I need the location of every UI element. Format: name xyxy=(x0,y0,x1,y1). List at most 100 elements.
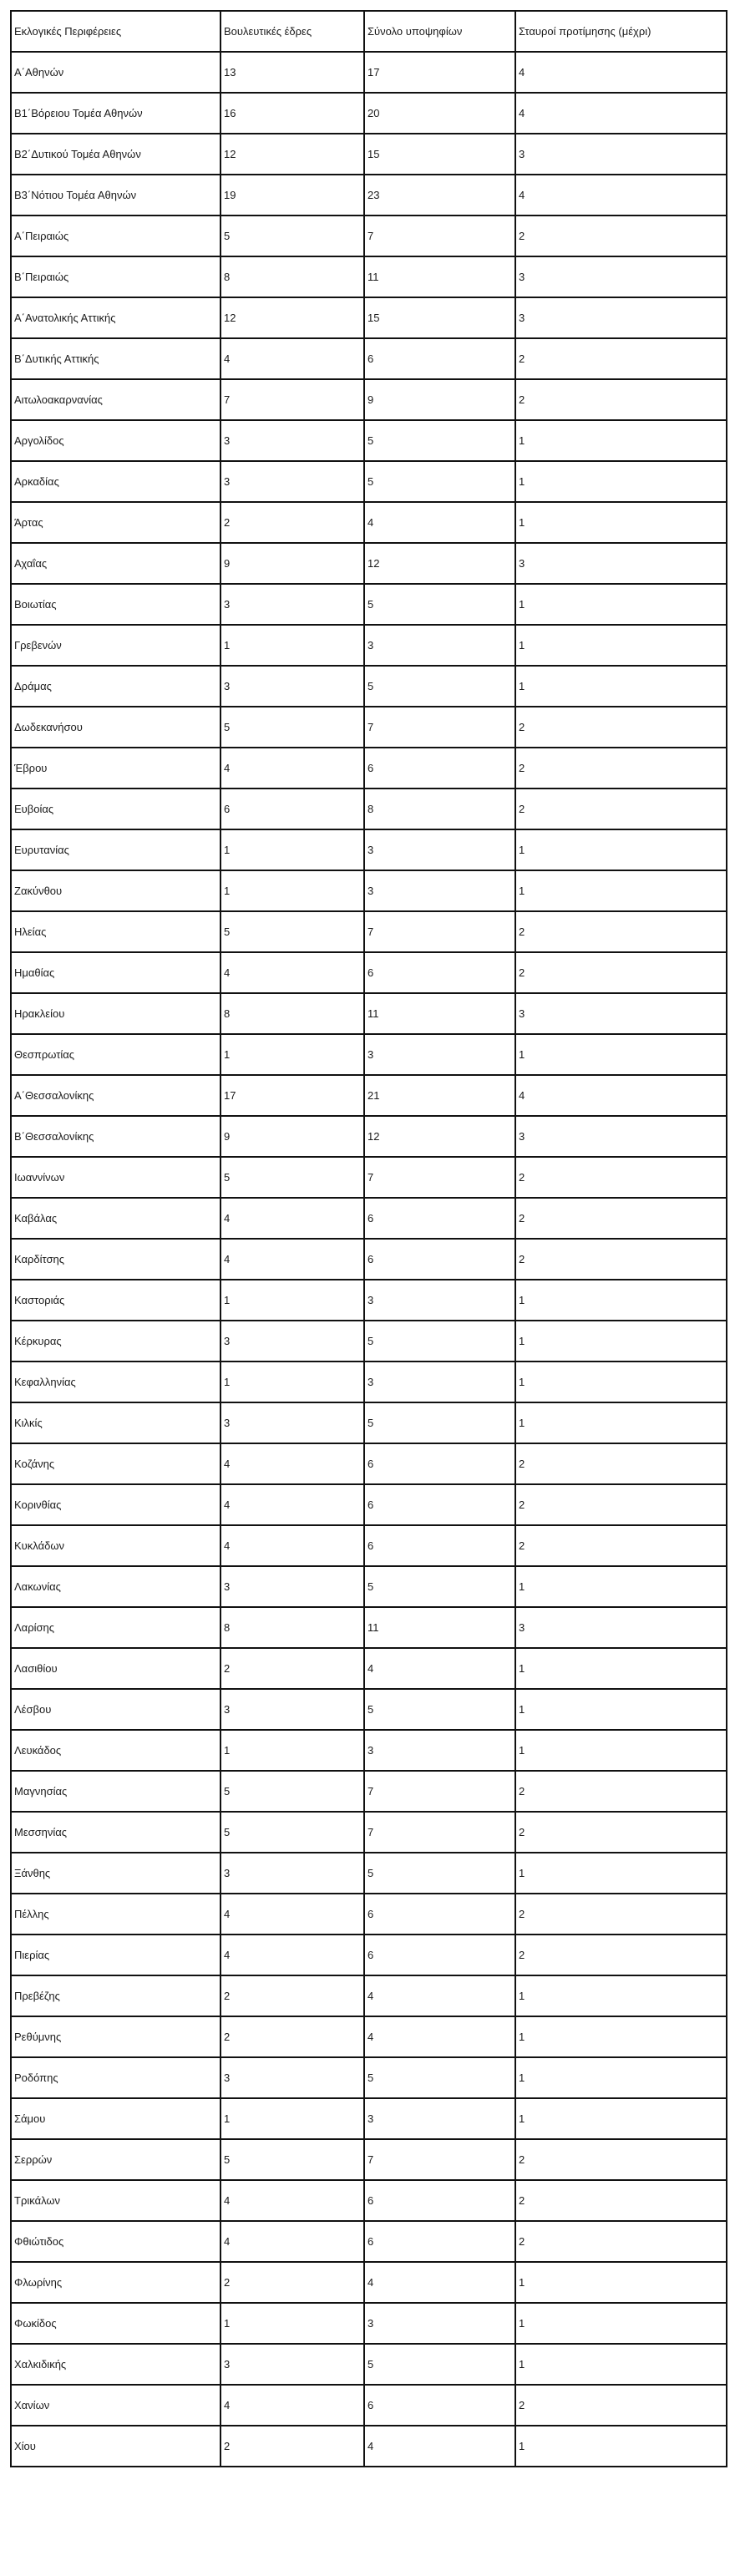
cell-seats: 1 xyxy=(220,2302,365,2345)
table-row: Α΄Ανατολικής Αττικής 12 15 3 xyxy=(10,297,727,339)
cell-preference-votes: 2 xyxy=(514,747,727,789)
cell-district: Μεσσηνίας xyxy=(10,1811,221,1853)
cell-candidates: 3 xyxy=(363,1729,516,1772)
cell-district: Δράμας xyxy=(10,665,221,707)
table-row: Μαγνησίας 5 7 2 xyxy=(10,1770,727,1813)
cell-preference-votes: 1 xyxy=(514,2056,727,2099)
cell-district: Χίου xyxy=(10,2425,221,2467)
cell-district: Ημαθίας xyxy=(10,951,221,994)
cell-preference-votes: 1 xyxy=(514,1033,727,1076)
cell-candidates: 5 xyxy=(363,583,516,626)
cell-district: Θεσπρωτίας xyxy=(10,1033,221,1076)
cell-preference-votes: 2 xyxy=(514,2220,727,2263)
table-row: Θεσπρωτίας 1 3 1 xyxy=(10,1033,727,1076)
cell-candidates: 6 xyxy=(363,337,516,380)
cell-preference-votes: 2 xyxy=(514,1156,727,1199)
cell-preference-votes: 1 xyxy=(514,1361,727,1403)
table-row: Ηρακλείου 8 11 3 xyxy=(10,992,727,1035)
cell-district: Ευβοίας xyxy=(10,788,221,830)
cell-district: Δωδεκανήσου xyxy=(10,706,221,748)
table-row: Καστοριάς 1 3 1 xyxy=(10,1279,727,1321)
cell-preference-votes: 1 xyxy=(514,2261,727,2304)
table-row: Ροδόπης 3 5 1 xyxy=(10,2056,727,2099)
cell-district: Άρτας xyxy=(10,501,221,544)
cell-district: Καστοριάς xyxy=(10,1279,221,1321)
cell-preference-votes: 4 xyxy=(514,1074,727,1117)
cell-preference-votes: 2 xyxy=(514,706,727,748)
table-row: Γρεβενών 1 3 1 xyxy=(10,624,727,667)
cell-seats: 1 xyxy=(220,1033,365,1076)
cell-district: Χανίων xyxy=(10,2384,221,2426)
table-row: Χανίων 4 6 2 xyxy=(10,2384,727,2426)
cell-district: Κεφαλληνίας xyxy=(10,1361,221,1403)
cell-seats: 4 xyxy=(220,1893,365,1935)
cell-candidates: 5 xyxy=(363,419,516,462)
table-row: Κέρκυρας 3 5 1 xyxy=(10,1320,727,1362)
table-row: Β1΄Βόρειου Τομέα Αθηνών 16 20 4 xyxy=(10,92,727,134)
table-row: Έβρου 4 6 2 xyxy=(10,747,727,789)
table-row: Β΄Θεσσαλονίκης 9 12 3 xyxy=(10,1115,727,1158)
table-row: Τρικάλων 4 6 2 xyxy=(10,2179,727,2222)
table-row: Ξάνθης 3 5 1 xyxy=(10,1852,727,1894)
cell-candidates: 4 xyxy=(363,2016,516,2058)
table-row: Φωκίδος 1 3 1 xyxy=(10,2302,727,2345)
cell-preference-votes: 2 xyxy=(514,2384,727,2426)
cell-preference-votes: 1 xyxy=(514,1975,727,2017)
cell-seats: 1 xyxy=(220,1729,365,1772)
cell-seats: 4 xyxy=(220,1934,365,1976)
cell-preference-votes: 1 xyxy=(514,460,727,503)
cell-district: Έβρου xyxy=(10,747,221,789)
cell-seats: 3 xyxy=(220,583,365,626)
cell-district: Ηρακλείου xyxy=(10,992,221,1035)
cell-seats: 3 xyxy=(220,665,365,707)
cell-district: Β΄Δυτικής Αττικής xyxy=(10,337,221,380)
table-row: Λέσβου 3 5 1 xyxy=(10,1688,727,1731)
cell-district: Ρεθύμνης xyxy=(10,2016,221,2058)
cell-candidates: 5 xyxy=(363,1688,516,1731)
cell-district: Β΄Θεσσαλονίκης xyxy=(10,1115,221,1158)
cell-candidates: 5 xyxy=(363,1402,516,1444)
cell-district: Λέσβου xyxy=(10,1688,221,1731)
cell-candidates: 3 xyxy=(363,1279,516,1321)
table-row: Βοιωτίας 3 5 1 xyxy=(10,583,727,626)
cell-candidates: 6 xyxy=(363,1443,516,1485)
cell-district: Ευρυτανίας xyxy=(10,829,221,871)
table-row: Ευβοίας 6 8 2 xyxy=(10,788,727,830)
cell-candidates: 5 xyxy=(363,1565,516,1608)
cell-seats: 3 xyxy=(220,1565,365,1608)
cell-district: Αχαΐας xyxy=(10,542,221,585)
cell-candidates: 5 xyxy=(363,2056,516,2099)
cell-preference-votes: 2 xyxy=(514,788,727,830)
table-row: Άρτας 2 4 1 xyxy=(10,501,727,544)
cell-district: Λαρίσης xyxy=(10,1606,221,1649)
cell-candidates: 9 xyxy=(363,378,516,421)
cell-seats: 8 xyxy=(220,256,365,298)
cell-preference-votes: 1 xyxy=(514,665,727,707)
cell-seats: 5 xyxy=(220,910,365,953)
table-row: Ημαθίας 4 6 2 xyxy=(10,951,727,994)
header-district: Εκλογικές Περιφέρειες xyxy=(10,10,221,53)
cell-seats: 19 xyxy=(220,174,365,216)
table-row: Σερρών 5 7 2 xyxy=(10,2138,727,2181)
cell-candidates: 15 xyxy=(363,297,516,339)
cell-district: Καρδίτσης xyxy=(10,1238,221,1280)
cell-seats: 4 xyxy=(220,1443,365,1485)
cell-preference-votes: 3 xyxy=(514,1115,727,1158)
cell-candidates: 6 xyxy=(363,951,516,994)
cell-preference-votes: 3 xyxy=(514,133,727,175)
cell-seats: 5 xyxy=(220,215,365,257)
header-preference-votes: Σταυροί προτίμησης (μέχρι) xyxy=(514,10,727,53)
cell-candidates: 6 xyxy=(363,1197,516,1240)
cell-candidates: 21 xyxy=(363,1074,516,1117)
cell-preference-votes: 2 xyxy=(514,1443,727,1485)
cell-candidates: 23 xyxy=(363,174,516,216)
cell-seats: 2 xyxy=(220,2016,365,2058)
cell-candidates: 7 xyxy=(363,215,516,257)
cell-preference-votes: 1 xyxy=(514,1279,727,1321)
cell-preference-votes: 1 xyxy=(514,1852,727,1894)
cell-seats: 3 xyxy=(220,1688,365,1731)
cell-preference-votes: 1 xyxy=(514,1402,727,1444)
cell-candidates: 5 xyxy=(363,1852,516,1894)
header-row: Εκλογικές Περιφέρειες Βουλευτικές έδρες … xyxy=(10,10,727,53)
cell-candidates: 4 xyxy=(363,2261,516,2304)
